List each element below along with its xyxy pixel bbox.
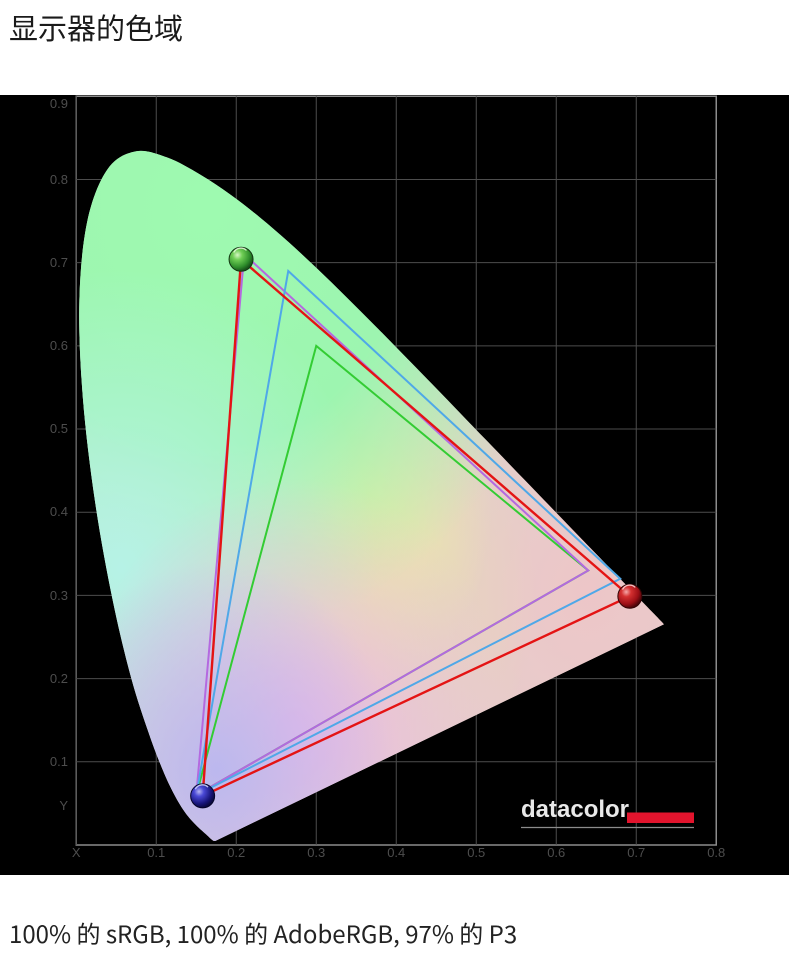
svg-text:datacolor: datacolor (521, 796, 629, 823)
svg-text:0.8: 0.8 (50, 172, 68, 187)
svg-text:0.7: 0.7 (627, 845, 645, 860)
svg-text:0.9: 0.9 (50, 96, 68, 111)
svg-text:Y: Y (59, 798, 68, 813)
svg-text:0.2: 0.2 (227, 845, 245, 860)
svg-text:X: X (72, 845, 81, 860)
svg-text:0.4: 0.4 (387, 845, 405, 860)
svg-text:0.1: 0.1 (147, 845, 165, 860)
svg-text:0.6: 0.6 (50, 338, 68, 353)
svg-text:0.5: 0.5 (467, 845, 485, 860)
svg-text:0.5: 0.5 (50, 421, 68, 436)
svg-text:0.1: 0.1 (50, 754, 68, 769)
svg-text:0.4: 0.4 (50, 504, 68, 519)
svg-text:0.2: 0.2 (50, 671, 68, 686)
svg-text:0.3: 0.3 (50, 588, 68, 603)
svg-text:0.6: 0.6 (547, 845, 565, 860)
svg-text:0.7: 0.7 (50, 255, 68, 270)
svg-text:0.3: 0.3 (307, 845, 325, 860)
svg-text:0.8: 0.8 (707, 845, 725, 860)
